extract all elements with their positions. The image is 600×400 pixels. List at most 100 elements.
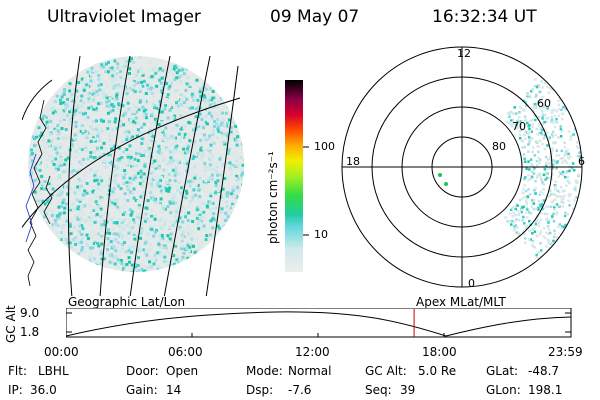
emission-pixel xyxy=(82,133,86,137)
emission-pixel xyxy=(118,173,122,177)
emission-pixel xyxy=(178,226,182,230)
polar-emission-pixel xyxy=(554,193,557,197)
polar-emission-pixel xyxy=(550,118,554,121)
emission-pixel xyxy=(125,92,129,96)
emission-pixel xyxy=(76,170,79,174)
polar-emission-pixel xyxy=(567,194,571,198)
emission-pixel xyxy=(194,107,198,111)
emission-pixel xyxy=(181,230,185,234)
emission-pixel xyxy=(178,151,182,154)
emission-pixel xyxy=(74,138,78,142)
emission-pixel xyxy=(168,105,172,109)
polar-emission-pixel xyxy=(545,131,549,134)
polar-emission-pixel xyxy=(534,222,538,226)
polar-emission-pixel xyxy=(553,245,557,248)
polar-emission-pixels xyxy=(438,70,582,266)
emission-pixel xyxy=(164,207,168,211)
polar-emission-pixel xyxy=(544,236,547,240)
emission-pixel xyxy=(138,152,142,156)
emission-pixel xyxy=(147,131,151,135)
emission-pixel xyxy=(81,80,85,84)
emission-pixel xyxy=(182,135,186,139)
emission-pixel xyxy=(42,114,46,118)
emission-pixel xyxy=(137,206,141,210)
emission-pixel xyxy=(108,202,112,206)
emission-pixel xyxy=(223,177,227,180)
emission-pixel xyxy=(123,234,127,238)
emission-pixel xyxy=(88,192,92,196)
polar-emission-pixel xyxy=(548,231,552,235)
polar-emission-pixel xyxy=(523,222,526,225)
polar-emission-pixel xyxy=(568,108,572,111)
emission-pixel xyxy=(172,68,176,72)
polar-emission-pixel xyxy=(546,85,549,89)
polar-emission-pixel xyxy=(517,233,521,237)
emission-pixel xyxy=(209,191,213,195)
polar-emission-pixel xyxy=(522,187,525,191)
emission-pixel xyxy=(47,182,51,186)
polar-emission-pixel xyxy=(546,224,550,228)
emission-pixel xyxy=(243,171,244,175)
polar-emission-pixel xyxy=(509,121,512,124)
emission-pixel xyxy=(140,125,144,129)
emission-pixel xyxy=(139,66,143,70)
emission-pixel xyxy=(123,241,126,245)
polar-emission-pixel xyxy=(539,100,542,103)
emission-pixel xyxy=(99,134,103,138)
emission-pixel xyxy=(93,191,97,195)
polar-emission-pixel xyxy=(511,215,514,218)
polar-emission-pixel xyxy=(569,110,572,114)
polar-emission-pixel xyxy=(535,176,539,179)
emission-pixel xyxy=(84,106,88,110)
emission-pixel xyxy=(175,144,179,148)
emission-pixel xyxy=(151,102,155,106)
emission-pixel xyxy=(66,97,70,101)
polar-emission-pixel xyxy=(515,112,518,115)
emission-pixel xyxy=(63,152,67,156)
emission-pixel xyxy=(109,110,113,114)
polar-emission-pixel xyxy=(563,189,566,192)
emission-pixel xyxy=(171,116,175,120)
polar-emission-pixel xyxy=(532,168,536,172)
polar-emission-pixel xyxy=(561,129,564,133)
emission-pixel xyxy=(159,179,163,183)
polar-emission-pixel xyxy=(517,218,520,222)
emission-pixel xyxy=(168,237,172,241)
emission-pixel xyxy=(189,181,193,185)
emission-pixel xyxy=(66,156,70,160)
time-tick-0600: 06:00 xyxy=(168,345,203,359)
emission-pixel xyxy=(119,84,123,88)
polar-emission-pixel xyxy=(555,121,559,124)
polar-emission-pixel xyxy=(533,189,536,192)
emission-pixel xyxy=(149,191,152,195)
emission-pixel xyxy=(82,173,86,177)
polar-emission-pixel xyxy=(568,204,571,207)
emission-pixel xyxy=(171,159,175,163)
emission-pixel xyxy=(139,162,143,166)
emission-pixel xyxy=(32,167,36,171)
emission-pixel xyxy=(125,224,129,227)
emission-pixel xyxy=(63,91,66,95)
emission-pixel xyxy=(87,215,91,219)
polar-emission-pixel xyxy=(532,202,536,205)
emission-pixel xyxy=(90,138,94,142)
emission-pixel xyxy=(102,152,106,156)
emission-pixel xyxy=(116,66,120,70)
emission-pixel xyxy=(231,202,234,206)
emission-pixel xyxy=(146,136,150,140)
emission-pixel xyxy=(95,108,99,112)
emission-pixel xyxy=(136,212,140,216)
polar-emission-pixel xyxy=(573,111,576,114)
emission-pixel xyxy=(235,189,239,193)
emission-pixel xyxy=(191,195,195,199)
emission-pixel xyxy=(194,122,198,126)
emission-pixel xyxy=(223,190,227,194)
emission-pixel xyxy=(199,138,203,142)
emission-pixel xyxy=(128,260,131,264)
emission-pixel xyxy=(233,195,237,198)
emission-pixel xyxy=(216,187,220,191)
emission-pixel xyxy=(131,225,135,229)
emission-pixel xyxy=(64,102,68,106)
emission-pixel xyxy=(143,241,147,245)
emission-pixel xyxy=(210,177,214,181)
